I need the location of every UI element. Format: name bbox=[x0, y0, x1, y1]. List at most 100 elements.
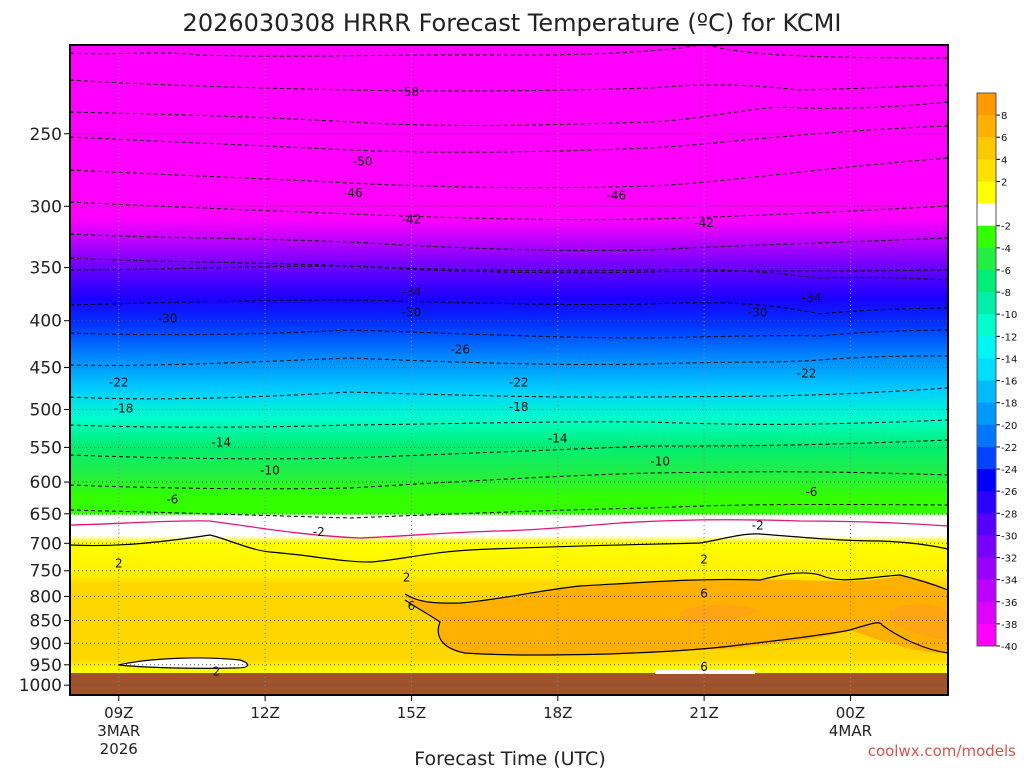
y-axis: 2503003504004505005506006507007508008509… bbox=[19, 125, 70, 696]
colorbar-label: -22 bbox=[1001, 443, 1017, 454]
colorbar-swatch bbox=[977, 601, 996, 625]
y-tick-label: 750 bbox=[30, 562, 62, 582]
contour-label: -10 bbox=[650, 455, 670, 469]
contour-labels: 58-50-46 -46-42 -42-34 -34-30 -30 -30-26-22 -2… bbox=[109, 85, 822, 679]
contour-6c-lower bbox=[404, 599, 949, 656]
y-tick-label: 400 bbox=[30, 312, 62, 332]
x-tick-label: 21Z bbox=[689, 704, 718, 722]
x-tick-date: 3MAR bbox=[97, 722, 140, 740]
x-tick-label: 18Z bbox=[543, 704, 572, 722]
y-tick-label: 850 bbox=[30, 612, 62, 632]
y-tick-label: 500 bbox=[30, 400, 62, 420]
x-tick-label: 00Z bbox=[836, 704, 865, 722]
colorbar-label: -10 bbox=[1001, 310, 1017, 321]
temperature-contours bbox=[69, 43, 949, 519]
contour-label: -46 bbox=[607, 189, 627, 203]
contour-label: -14 bbox=[211, 435, 231, 449]
contour-line bbox=[69, 503, 949, 519]
contour-line bbox=[69, 43, 949, 59]
colorbar-label: -26 bbox=[1001, 487, 1017, 498]
colorbar-label: -34 bbox=[1001, 576, 1017, 587]
contour-label: 2 bbox=[213, 664, 221, 678]
contour-line bbox=[69, 355, 949, 366]
contour-label: -22 bbox=[109, 375, 129, 389]
colorbar-label: -32 bbox=[1001, 554, 1017, 565]
freezing-line bbox=[69, 519, 949, 539]
colorbar-label: -18 bbox=[1001, 399, 1017, 410]
x-tick-date: 4MAR bbox=[829, 722, 872, 740]
colorbar-swatch bbox=[977, 93, 996, 116]
colorbar-swatch bbox=[977, 424, 996, 448]
colorbar-swatch bbox=[977, 402, 996, 426]
warm-strip bbox=[655, 670, 755, 674]
colorbar-label: 8 bbox=[1001, 111, 1007, 122]
contour-line bbox=[69, 201, 949, 221]
contour-label: 2 bbox=[700, 552, 708, 566]
colorbar-swatch bbox=[977, 247, 996, 271]
colorbar-swatch bbox=[977, 336, 996, 359]
contour-label: -34 bbox=[402, 285, 422, 299]
colorbar-swatch bbox=[977, 491, 996, 514]
colorbar-swatch bbox=[977, 579, 996, 603]
y-tick-label: 1000 bbox=[19, 676, 62, 696]
x-axis-label: Forecast Time (UTC) bbox=[414, 748, 605, 768]
contour-label: -2 bbox=[313, 525, 325, 539]
colorbar-swatch bbox=[977, 225, 996, 249]
colorbar-label: -40 bbox=[1001, 642, 1017, 653]
chart-title: 2026030308 HRRR Forecast Temperature (ºC… bbox=[183, 9, 842, 37]
contour-label: -18 bbox=[509, 400, 529, 414]
colorbar-swatch bbox=[977, 513, 996, 536]
contour-label: -30 bbox=[158, 312, 178, 326]
contour-line bbox=[69, 79, 949, 92]
colorbar-swatch bbox=[977, 358, 996, 382]
colorbar-swatch bbox=[977, 203, 996, 227]
colorbar-label: -16 bbox=[1001, 377, 1017, 388]
y-tick-label: 800 bbox=[30, 587, 62, 607]
contour-label: 2 bbox=[115, 556, 123, 570]
warm-region-8 bbox=[680, 604, 948, 640]
contour-6c bbox=[404, 572, 949, 604]
contour-label: -10 bbox=[260, 464, 280, 478]
plot-frame bbox=[69, 44, 949, 696]
contour-line bbox=[69, 101, 949, 126]
colorbar-swatch bbox=[977, 115, 996, 138]
cold-pocket bbox=[117, 657, 249, 669]
contour-label: -26 bbox=[450, 342, 470, 356]
contour-line bbox=[69, 125, 949, 153]
contour-label: -34 bbox=[802, 291, 822, 305]
contour-line bbox=[69, 299, 949, 315]
ground bbox=[70, 673, 948, 695]
colorbar-label: 2 bbox=[1001, 177, 1007, 188]
contour-line bbox=[69, 257, 949, 274]
colorbar-swatch bbox=[977, 137, 996, 160]
contour-line bbox=[69, 157, 949, 189]
y-tick-label: 600 bbox=[30, 473, 62, 493]
contour-label: -50 bbox=[353, 154, 373, 168]
y-tick-label: 350 bbox=[30, 259, 62, 279]
contour-line bbox=[69, 233, 949, 252]
plot-area bbox=[69, 43, 949, 695]
colorbar-swatch bbox=[977, 446, 996, 470]
y-tick-label: 900 bbox=[30, 634, 62, 654]
colorbar: 8 6 4 2 -2 -4 -6 -8 -10 -12 -14 -16 -18 -20 -22 -24 -26 -… bbox=[976, 92, 1017, 653]
colorbar-swatch bbox=[977, 292, 996, 315]
colorbar-label: -20 bbox=[1001, 421, 1017, 432]
colorbar-swatch bbox=[977, 159, 996, 182]
credit-link[interactable]: coolwx.com/models bbox=[868, 742, 1016, 760]
colorbar-label: 6 bbox=[1001, 133, 1007, 144]
contour-label: 6 bbox=[700, 660, 708, 674]
colorbar-label: -24 bbox=[1001, 465, 1017, 476]
colorbar-label: -28 bbox=[1001, 509, 1017, 520]
colorbar-label: -30 bbox=[1001, 531, 1017, 542]
x-tick-label: 09Z bbox=[104, 704, 133, 722]
contour-line bbox=[69, 265, 949, 281]
contour-label: -42 bbox=[694, 216, 714, 230]
contour-line bbox=[69, 439, 949, 460]
contour-label: -6 bbox=[805, 485, 817, 499]
x-tick-label: 15Z bbox=[397, 704, 426, 722]
contour-label: -30 bbox=[748, 306, 768, 320]
colorbar-frame bbox=[976, 92, 997, 647]
contour-label: -30 bbox=[402, 306, 422, 320]
y-tick-label: 650 bbox=[30, 505, 62, 525]
